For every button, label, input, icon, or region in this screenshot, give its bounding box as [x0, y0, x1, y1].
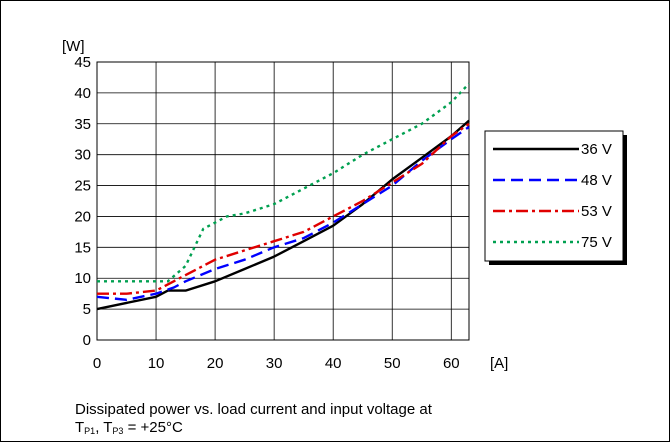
y-tick-label-5: 25	[74, 178, 91, 195]
caption-sub-p3: P3	[112, 426, 124, 436]
y-tick-label-6: 30	[74, 147, 91, 164]
x-axis-label: [A]	[490, 355, 508, 372]
series-line-48v	[96, 125, 470, 301]
x-tick-label-3: 30	[266, 355, 283, 372]
y-tick-label-4: 20	[74, 208, 91, 225]
legend-label-3: 75 V	[581, 234, 612, 251]
x-tick-label-0: 0	[93, 355, 101, 372]
series-line-75v	[97, 82, 470, 283]
x-tick-label-4: 40	[325, 355, 342, 372]
y-tick-label-2: 10	[74, 270, 91, 287]
x-tick-label-2: 20	[207, 355, 224, 372]
x-tick-label-5: 50	[384, 355, 401, 372]
chart-caption: Dissipated power vs. load current and in…	[75, 401, 432, 440]
y-axis-label: [W]	[62, 38, 85, 55]
caption-sep: , T	[95, 419, 113, 436]
caption-line-2: TP1, TP3 = +25°C	[75, 419, 432, 440]
y-tick-label-7: 35	[74, 116, 91, 133]
y-tick-label-0: 0	[83, 332, 91, 349]
x-tick-label-1: 10	[148, 355, 165, 372]
caption-sub-p1: P1	[84, 426, 96, 436]
series-line-53v	[97, 122, 470, 295]
caption-value: = +25°C	[123, 419, 183, 436]
series-line-36v	[96, 119, 470, 311]
x-tick-label-6: 60	[443, 355, 460, 372]
y-tick-label-1: 5	[83, 301, 91, 318]
legend-label-1: 48 V	[581, 172, 612, 189]
y-tick-label-8: 40	[74, 85, 91, 102]
y-tick-label-9: 45	[74, 54, 91, 71]
plot-area-border	[96, 61, 470, 341]
y-tick-label-3: 15	[74, 239, 91, 256]
legend-box	[484, 130, 624, 262]
caption-t1: T	[75, 419, 85, 436]
legend-label-2: 53 V	[581, 203, 612, 220]
legend-label-0: 36 V	[581, 141, 612, 158]
caption-line-1: Dissipated power vs. load current and in…	[75, 401, 432, 418]
